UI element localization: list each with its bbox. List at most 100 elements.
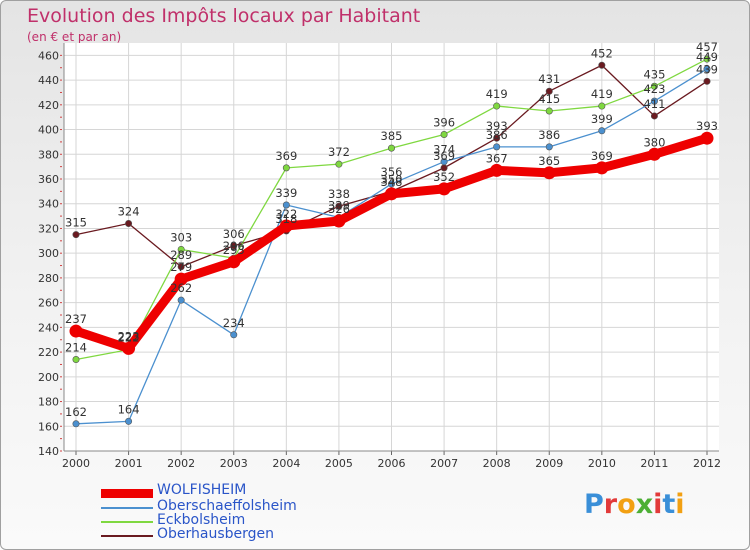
data-point (598, 61, 606, 69)
data-label: 222 (118, 331, 140, 345)
logo-letter: o (617, 489, 636, 520)
legend-label: Eckbolsheim (157, 512, 246, 528)
legend-swatch (101, 507, 153, 509)
x-tick-label: 2006 (378, 457, 406, 470)
data-point (703, 77, 711, 85)
y-tick-label: 180 (38, 396, 59, 409)
data-label: 374 (433, 143, 455, 157)
data-point (493, 102, 501, 110)
data-label: 439 (696, 62, 718, 76)
y-tick-label: 360 (38, 173, 59, 186)
data-label: 419 (486, 87, 508, 101)
y-tick-label: 240 (38, 321, 59, 334)
x-tick-label: 2007 (430, 457, 458, 470)
data-label: 431 (538, 72, 560, 86)
data-label: 303 (170, 230, 192, 244)
data-point (125, 220, 133, 228)
data-point (493, 134, 501, 142)
data-label: 162 (65, 405, 87, 419)
data-label: 339 (275, 186, 297, 200)
data-label: 279 (170, 260, 192, 274)
x-tick-label: 2008 (483, 457, 511, 470)
chart-title: Evolution des Impôts locaux par Habitant (27, 5, 421, 27)
data-point (177, 263, 185, 271)
data-label: 350 (381, 172, 403, 186)
data-point (387, 144, 395, 152)
data-point (545, 87, 553, 95)
data-label: 386 (486, 128, 508, 142)
y-tick-label: 220 (38, 346, 59, 359)
data-label: 234 (223, 316, 245, 330)
data-label: 296 (223, 239, 245, 253)
data-label: 237 (65, 312, 87, 326)
data-point (332, 214, 346, 228)
data-label: 369 (433, 149, 455, 163)
x-tick-label: 2000 (62, 457, 90, 470)
x-tick-label: 2011 (640, 457, 668, 470)
logo-letter: i (675, 489, 685, 520)
y-tick-label: 320 (38, 222, 59, 235)
data-label: 348 (381, 175, 403, 189)
y-tick-label: 140 (38, 445, 59, 458)
data-label: 356 (381, 165, 403, 179)
chart-subtitle: (en € et par an) (27, 30, 122, 44)
data-point (703, 55, 711, 63)
x-tick-label: 2005 (325, 457, 353, 470)
data-label: 396 (433, 115, 455, 129)
data-point (72, 420, 80, 428)
data-label: 452 (591, 46, 613, 60)
data-label: 369 (275, 149, 297, 163)
data-point (279, 219, 293, 233)
data-point (230, 242, 238, 250)
y-tick-label: 260 (38, 297, 59, 310)
data-point (177, 245, 185, 253)
data-point (493, 143, 501, 151)
data-point (72, 231, 80, 239)
y-tick-label: 380 (38, 148, 59, 161)
data-point (703, 65, 711, 73)
x-tick-label: 2002 (167, 457, 195, 470)
data-label: 415 (538, 92, 560, 106)
y-tick-label: 420 (38, 99, 59, 112)
legend-label: WOLFISHEIM (157, 482, 247, 498)
data-label: 435 (643, 67, 665, 81)
data-point (122, 341, 136, 355)
data-label: 386 (538, 128, 560, 142)
data-point (700, 131, 714, 145)
data-label: 318 (275, 212, 297, 226)
logo-letter: r (603, 489, 618, 520)
data-label: 369 (591, 149, 613, 163)
data-label: 324 (118, 205, 140, 219)
y-tick-label: 200 (38, 371, 59, 384)
data-point (437, 182, 451, 196)
data-label: 352 (433, 170, 455, 184)
logo-letter: P (584, 489, 604, 520)
data-label: 338 (328, 187, 350, 201)
data-label: 306 (223, 227, 245, 241)
proxiti-logo: Proxiti (584, 489, 685, 520)
y-tick-label: 440 (38, 74, 59, 87)
data-point (545, 143, 553, 151)
y-tick-label: 400 (38, 124, 59, 137)
y-tick-label: 340 (38, 198, 59, 211)
y-tick-label: 160 (38, 420, 59, 433)
data-label: 365 (538, 154, 560, 168)
data-point (490, 163, 504, 177)
data-point (647, 147, 661, 161)
y-tick-label: 300 (38, 247, 59, 260)
data-point (335, 202, 343, 210)
x-tick-label: 2012 (693, 457, 721, 470)
legend-swatch (101, 489, 153, 498)
x-tick-label: 2003 (220, 457, 248, 470)
data-label: 457 (696, 40, 718, 54)
data-label: 223 (118, 329, 140, 343)
data-point (598, 102, 606, 110)
data-label: 367 (486, 151, 508, 165)
y-tick-label: 460 (38, 49, 59, 62)
data-point (545, 107, 553, 115)
data-label: 214 (65, 341, 87, 355)
data-label: 380 (643, 135, 665, 149)
data-point (282, 164, 290, 172)
